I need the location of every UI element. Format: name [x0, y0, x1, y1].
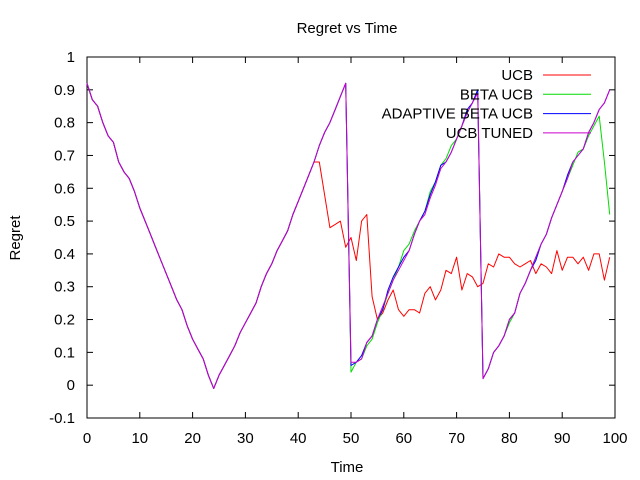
y-tick-label: 0.5 [54, 213, 75, 230]
x-tick-label: 50 [343, 430, 360, 447]
x-tick-label: 0 [83, 430, 91, 447]
y-tick-label: 0.9 [54, 82, 75, 99]
x-tick-label: 60 [395, 430, 412, 447]
x-tick-label: 90 [554, 430, 571, 447]
legend-label-adaptive-beta-ucb: ADAPTIVE BETA UCB [382, 106, 533, 123]
x-tick-label: 10 [131, 430, 148, 447]
y-tick-label: 0.8 [54, 115, 75, 132]
x-tick-label: 30 [237, 430, 254, 447]
y-axis: -0.1 0 0.1 0.2 0.3 0.4 0.5 0.6 0.7 0.8 0.9 1 [49, 49, 615, 427]
legend-label-beta-ucb: BETA UCB [460, 86, 533, 103]
chart-title: Regret vs Time [297, 20, 398, 37]
y-tick-label: 0.6 [54, 180, 75, 197]
y-tick-label: 0 [67, 377, 75, 394]
x-axis: 0 10 20 30 40 50 60 70 80 90 100 [83, 57, 628, 447]
y-tick-label: 0.7 [54, 147, 75, 164]
y-tick-label: 0.3 [54, 279, 75, 296]
legend-label-ucb: UCB [501, 67, 533, 84]
x-axis-label: Time [331, 459, 364, 476]
y-axis-label: Regret [7, 215, 24, 261]
y-tick-label: -0.1 [49, 410, 75, 427]
x-tick-label: 70 [448, 430, 465, 447]
series-layer [86, 82, 611, 389]
y-tick-label: 0.2 [54, 312, 75, 329]
y-tick-label: 1 [67, 49, 75, 66]
x-tick-label: 100 [602, 430, 627, 447]
series-line-ucb-tuned [86, 82, 611, 389]
legend: UCB BETA UCB ADAPTIVE BETA UCB UCB TUNED [382, 67, 591, 142]
x-tick-label: 80 [501, 430, 518, 447]
y-tick-label: 0.1 [54, 344, 75, 361]
y-tick-label: 0.4 [54, 246, 75, 263]
x-tick-label: 40 [290, 430, 307, 447]
legend-label-ucb-tuned: UCB TUNED [446, 125, 533, 142]
x-tick-label: 20 [184, 430, 201, 447]
